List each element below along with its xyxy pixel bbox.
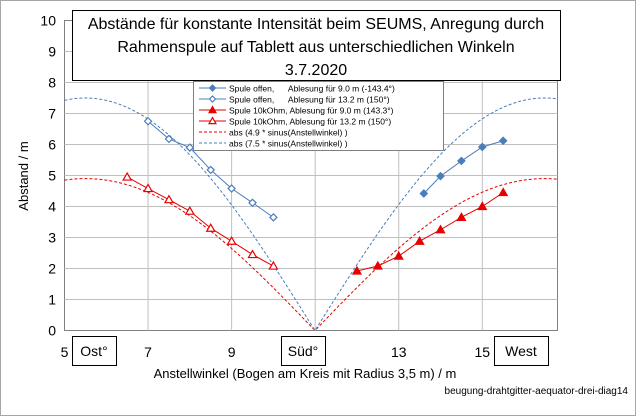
x-tick-label: 5 [61, 344, 69, 360]
data-point [205, 222, 216, 232]
data-point [435, 224, 446, 234]
legend-entry: abs (4.9 * sinus(Anstellwinkel) ) [229, 128, 348, 138]
data-point [372, 260, 383, 270]
data-point [477, 142, 487, 152]
data-point [457, 156, 466, 166]
data-point [248, 198, 257, 208]
x-tick-label: 7 [144, 344, 152, 360]
legend-entry: Spule 10kOhm, Ablesung für 13.2 m (150°) [229, 117, 391, 127]
data-point [208, 105, 217, 114]
y-tick-label: 6 [48, 137, 56, 153]
y-tick-label: 4 [48, 199, 56, 215]
ost-label: Ost° [80, 343, 107, 359]
data-point [247, 249, 258, 259]
data-point [351, 265, 363, 275]
data-point [226, 235, 237, 245]
data-point [393, 250, 404, 260]
data-point [414, 235, 425, 245]
west-label: West [505, 343, 537, 359]
legend-entry: Spule 10kOhm, Ablesung für 9.0 m (143.3°… [229, 106, 394, 116]
data-point [269, 213, 278, 222]
data-point [208, 116, 217, 125]
y-tick-label: 7 [48, 106, 56, 122]
sued-box [281, 336, 326, 366]
data-point [208, 95, 217, 103]
chart-title-line3: 3.7.2020 [285, 62, 347, 79]
x-tick-label: 15 [475, 344, 491, 360]
x-tick-label: 13 [391, 344, 407, 360]
y-tick-labels: 0 1 2 3 4 5 6 7 8 9 10 [40, 13, 56, 339]
west-box [494, 336, 549, 366]
y-tick-label: 5 [48, 168, 56, 184]
data-point [208, 84, 217, 92]
y-tick-label: 1 [48, 292, 56, 308]
data-point [498, 136, 508, 146]
title-box [72, 10, 561, 81]
chart-title-line1: Abstände für konstante Intensität beim S… [88, 16, 544, 33]
data-point [185, 143, 195, 152]
data-point [206, 165, 216, 175]
data-point [268, 260, 279, 270]
ost-box [72, 336, 117, 366]
legend-box [193, 81, 444, 151]
legend-entry: Spule offen, Ablesung für 9.0 m (-143.4°… [229, 84, 395, 94]
y-tick-label: 2 [48, 261, 56, 277]
y-axis-label: Abstand / m [16, 141, 31, 210]
x-axis-label: Anstellwinkel (Bogen am Kreis mit Radius… [154, 366, 457, 381]
y-tick-label: 10 [40, 13, 56, 29]
data-point [477, 201, 488, 211]
data-point [164, 134, 174, 144]
model-curve [64, 97, 558, 331]
legend: Spule offen, Ablesung für 9.0 m (-143.4°… [193, 81, 444, 151]
data-series [122, 116, 509, 275]
data-point [163, 194, 175, 204]
model-curve [64, 178, 558, 331]
data-point [143, 183, 154, 193]
y-tick-label: 8 [48, 75, 56, 91]
data-point [184, 205, 195, 215]
data-point [498, 187, 509, 197]
legend-entry: Spule offen, Ablesung für 13.2 m (150°) [229, 95, 390, 105]
chart-title-line2: Rahmenspule auf Tablett aus unterschiedl… [117, 39, 514, 56]
x-tick-label: 9 [228, 344, 236, 360]
legend-entry: abs (7.5 * sinus(Anstellwinkel) ) [229, 139, 348, 149]
data-point [122, 171, 133, 181]
footer-filename: beugung-drahtgitter-aequator-drei-diag14 [445, 386, 629, 397]
y-tick-label: 9 [48, 44, 56, 60]
data-point [143, 116, 153, 126]
data-point [436, 171, 445, 181]
data-point [227, 184, 236, 193]
y-tick-label: 0 [48, 323, 56, 339]
y-tick-label: 3 [48, 230, 56, 246]
data-point [456, 212, 467, 221]
sued-label: Süd° [288, 343, 319, 359]
model-curves [64, 97, 558, 331]
data-point [419, 189, 429, 198]
